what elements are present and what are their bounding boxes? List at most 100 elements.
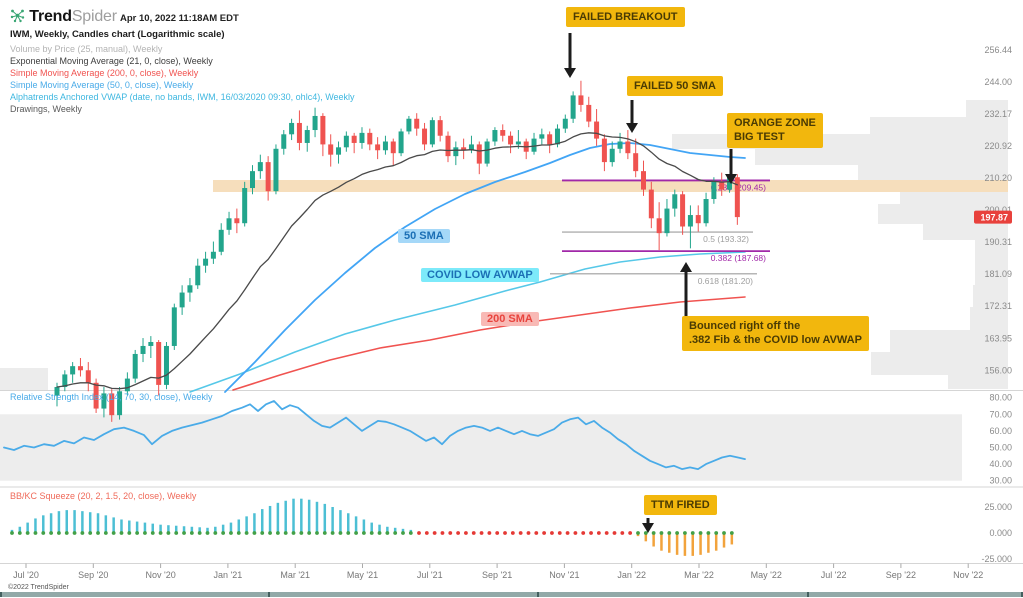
squeeze-dot-off [596,531,601,535]
scrollbar-divider [807,592,809,597]
squeeze-dot-on [377,531,382,535]
chart-scrollbar[interactable] [0,592,1023,597]
annotation-orange-zone-big-test[interactable]: ORANGE ZONE BIG TEST [727,113,823,148]
legend-item[interactable]: Drawings, Weekly [10,104,82,114]
squeeze-dot-on [315,531,319,535]
squeeze-dot-off [534,531,539,535]
x-axis-label: Jul '21 [417,570,443,580]
chart-title[interactable]: IWM, Weekly, Candles chart (Logarithmic … [10,29,225,40]
trendspider-logo-icon [10,9,25,23]
rsi-axis-label: 40.00 [989,459,1012,469]
x-axis-label: May '22 [751,570,782,580]
squeeze-dot-off [573,531,578,535]
trendspider-logo[interactable]: TrendSpider [10,8,117,26]
candle [273,148,279,192]
candle [648,189,654,219]
squeeze-dot-on [385,531,390,535]
rsi-line[interactable] [3,400,746,471]
candle [375,144,381,151]
squeeze-dot-off [526,531,531,535]
candle [117,391,123,416]
squeeze-dot-off [464,531,468,535]
label-covid-low-avwap[interactable]: COVID LOW AVWAP [421,268,539,282]
squeeze-dot-off [628,531,633,535]
annotation-failed-50-sma[interactable]: FAILED 50 SMA [627,76,723,97]
volume-profile-bar [672,134,1008,149]
candle [437,120,443,136]
candle [703,199,709,224]
avwap-line[interactable] [189,251,746,393]
candle [625,141,631,154]
candle [289,122,295,135]
squeeze-dot-on [229,531,233,535]
orange-zone-drawing[interactable] [213,180,1008,192]
ema-21-line[interactable] [56,132,738,390]
squeeze-dot-off [471,531,476,535]
candle [711,181,717,200]
candle [500,130,506,136]
squeeze-dot-on [49,531,53,535]
price-axis-label: 220.92 [984,141,1012,151]
candle [257,162,263,172]
candle [281,134,287,149]
candle [641,171,646,190]
squeeze-dot-on [299,531,304,535]
candle [633,153,639,172]
label-50-sma[interactable]: 50 SMA [398,229,450,243]
legend-item[interactable]: Simple Moving Average (50, 0, close), We… [10,80,194,90]
price-axis-label: 256.44 [984,45,1012,55]
candle [109,393,115,416]
annotation-ttm-fired[interactable]: TTM FIRED [644,495,717,516]
candle [336,147,342,155]
candle [140,345,146,354]
sma-50-line[interactable] [224,142,746,393]
candle [586,104,592,122]
sma-200-line[interactable] [232,296,746,391]
candle [203,258,209,266]
price-axis-label: 244.00 [984,77,1012,87]
volume-profile-bar [966,100,1008,117]
candle [531,138,537,152]
squeeze-dot-on [690,531,695,535]
label-200-sma[interactable]: 200 SMA [481,312,539,326]
squeeze-dot-on [88,531,93,535]
candle [77,366,83,371]
rsi-legend-label[interactable]: Relative Strength Index (14, 70, 30, clo… [10,392,213,402]
candle [429,120,435,145]
squeeze-dot-on [166,531,171,535]
squeeze-dot-on [33,531,38,535]
candle [570,95,576,119]
annotation-arrow-head [626,123,638,133]
candle [359,132,365,143]
annotation-failed-breakout[interactable]: FAILED BREAKOUT [566,7,685,28]
x-axis-label: Nov '20 [145,570,175,580]
price-axis-label: 200.01 [984,205,1012,215]
squeeze-dot-on [25,531,30,535]
legend-item[interactable]: Exponential Moving Average (21, 0, close… [10,56,213,66]
legend-item[interactable]: Alphatrends Anchored VWAP (date, no band… [10,92,355,102]
squeeze-legend-label[interactable]: BB/KC Squeeze (20, 2, 1.5, 20, close), W… [10,491,197,501]
squeeze-dot-off [550,531,554,535]
candle [85,370,91,383]
candle [93,382,99,409]
price-axis-label: 156.00 [984,365,1012,375]
legend-item[interactable]: Simple Moving Average (200, 0, close), W… [10,68,199,78]
annotation-bounced[interactable]: Bounced right off the .382 Fib & the COV… [682,316,869,351]
squeeze-axis-label: -25.000 [981,554,1012,564]
candle [312,115,318,131]
squeeze-dot-off [565,531,570,535]
legend-item[interactable]: Volume by Price (25, manual), Weekly [10,44,163,54]
squeeze-dot-on [197,531,202,535]
candle [508,135,514,145]
last-price-value: 197.87 [980,213,1008,223]
squeeze-dot-on [213,531,218,535]
squeeze-dot-on [338,531,343,535]
volume-profile-bar [973,285,1008,307]
candle [328,144,334,155]
candle [218,229,224,252]
squeeze-dot-on [135,531,140,535]
squeeze-dot-on [659,531,664,535]
brand-trend: Trend [29,8,72,25]
candle [492,130,498,142]
